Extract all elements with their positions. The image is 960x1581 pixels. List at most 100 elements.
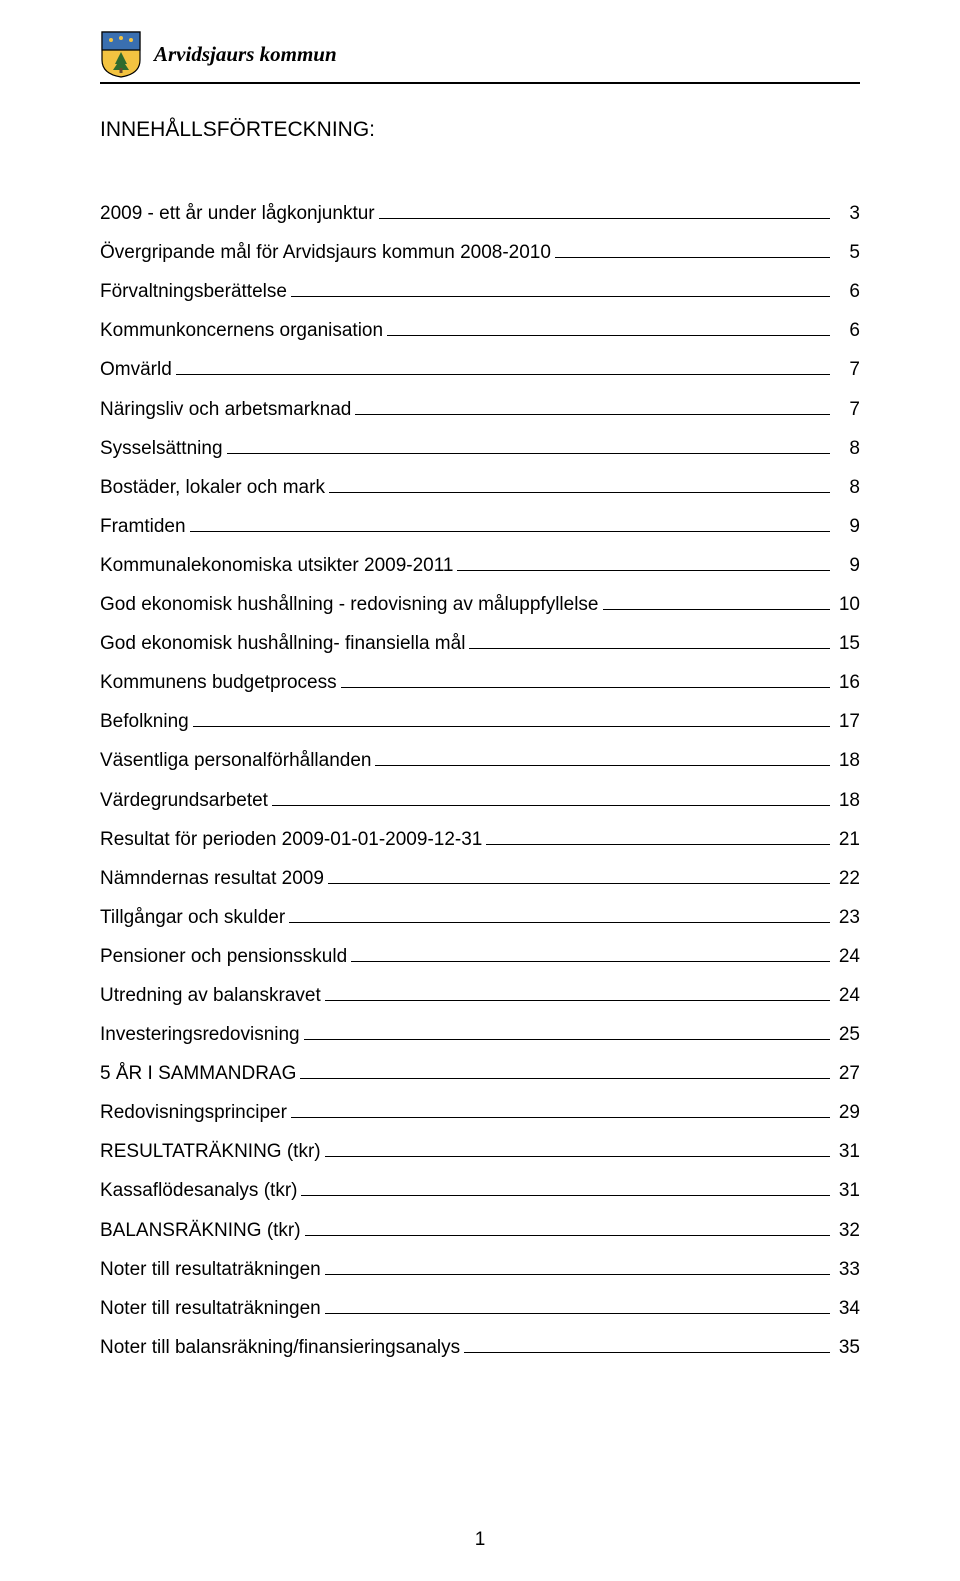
toc-leader bbox=[469, 632, 830, 649]
toc-entry-page: 6 bbox=[834, 282, 860, 301]
toc-row: Noter till resultaträkningen 34 bbox=[100, 1297, 860, 1318]
header: Arvidsjaurs kommun bbox=[100, 30, 860, 78]
toc-entry-label: God ekonomisk hushållning- finansiella m… bbox=[100, 634, 465, 653]
toc-entry-label: Noter till resultaträkningen bbox=[100, 1299, 321, 1318]
toc-leader bbox=[305, 1218, 830, 1235]
toc-row: Näringsliv och arbetsmarknad7 bbox=[100, 397, 860, 418]
toc-row: Övergripande mål för Arvidsjaurs kommun … bbox=[100, 241, 860, 262]
toc-row: Förvaltningsberättelse6 bbox=[100, 280, 860, 301]
toc-leader bbox=[291, 1101, 830, 1118]
toc-row: Tillgångar och skulder 23 bbox=[100, 906, 860, 927]
toc-leader bbox=[555, 241, 830, 258]
toc-entry-label: Omvärld bbox=[100, 360, 172, 379]
toc-entry-label: Befolkning bbox=[100, 712, 189, 731]
toc-row: Kommunkoncernens organisation6 bbox=[100, 319, 860, 340]
toc-entry-page: 7 bbox=[834, 400, 860, 419]
toc-row: Redovisningsprinciper 29 bbox=[100, 1101, 860, 1122]
toc-leader bbox=[325, 1140, 830, 1157]
toc-row: Bostäder, lokaler och mark8 bbox=[100, 476, 860, 497]
toc-row: Kommunalekonomiska utsikter 2009-2011 9 bbox=[100, 554, 860, 575]
toc-entry-page: 10 bbox=[834, 595, 860, 614]
page-number: 1 bbox=[0, 1529, 960, 1551]
toc-entry-page: 23 bbox=[834, 908, 860, 927]
toc-entry-page: 24 bbox=[834, 947, 860, 966]
toc-leader bbox=[351, 945, 830, 962]
toc-row: Väsentliga personalförhållanden 18 bbox=[100, 749, 860, 770]
toc-leader bbox=[464, 1336, 830, 1353]
toc-row: Kommunens budgetprocess 16 bbox=[100, 671, 860, 692]
toc-entry-page: 34 bbox=[834, 1299, 860, 1318]
toc-entry-label: Investeringsredovisning bbox=[100, 1025, 300, 1044]
toc-entry-page: 31 bbox=[834, 1142, 860, 1161]
toc-leader bbox=[291, 280, 830, 297]
toc-entry-label: Kassaflödesanalys (tkr) bbox=[100, 1181, 297, 1200]
toc-row: Noter till resultaträkningen 33 bbox=[100, 1258, 860, 1279]
toc-leader bbox=[300, 1062, 830, 1079]
toc-leader bbox=[325, 984, 830, 1001]
toc-row: Framtiden 9 bbox=[100, 515, 860, 536]
toc-entry-label: Redovisningsprinciper bbox=[100, 1103, 287, 1122]
toc-entry-page: 9 bbox=[834, 556, 860, 575]
toc-leader bbox=[355, 397, 830, 414]
toc-leader bbox=[379, 202, 830, 219]
toc-entry-label: Kommunalekonomiska utsikter 2009-2011 bbox=[100, 556, 453, 575]
toc-leader bbox=[193, 710, 830, 727]
municipality-name: Arvidsjaurs kommun bbox=[154, 42, 337, 67]
toc-entry-page: 16 bbox=[834, 673, 860, 692]
toc-row: Investeringsredovisning 25 bbox=[100, 1023, 860, 1044]
toc-entry-page: 31 bbox=[834, 1181, 860, 1200]
toc-heading: INNEHÅLLSFÖRTECKNING: bbox=[100, 118, 860, 142]
toc-row: Kassaflödesanalys (tkr) 31 bbox=[100, 1179, 860, 1200]
toc-entry-page: 29 bbox=[834, 1103, 860, 1122]
toc-leader bbox=[325, 1258, 830, 1275]
toc-leader bbox=[325, 1297, 830, 1314]
toc-entry-page: 25 bbox=[834, 1025, 860, 1044]
toc-entry-label: RESULTATRÄKNING (tkr) bbox=[100, 1142, 321, 1161]
toc-leader bbox=[190, 515, 830, 532]
toc-row: RESULTATRÄKNING (tkr) 31 bbox=[100, 1140, 860, 1161]
toc-entry-label: Väsentliga personalförhållanden bbox=[100, 751, 371, 770]
toc-entry-page: 32 bbox=[834, 1221, 860, 1240]
toc-entry-page: 33 bbox=[834, 1260, 860, 1279]
toc-entry-label: Kommunens budgetprocess bbox=[100, 673, 337, 692]
toc-entry-page: 35 bbox=[834, 1338, 860, 1357]
toc-entry-label: Bostäder, lokaler och mark bbox=[100, 478, 325, 497]
toc-entry-page: 5 bbox=[834, 243, 860, 262]
toc-entry-label: Sysselsättning bbox=[100, 439, 223, 458]
toc-entry-label: God ekonomisk hushållning - redovisning … bbox=[100, 595, 599, 614]
toc-row: Omvärld 7 bbox=[100, 358, 860, 379]
document-page: Arvidsjaurs kommun INNEHÅLLSFÖRTECKNING:… bbox=[0, 0, 960, 1415]
toc-entry-label: Nämndernas resultat 2009 bbox=[100, 869, 324, 888]
toc-row: God ekonomisk hushållning- finansiella m… bbox=[100, 632, 860, 653]
toc-leader bbox=[304, 1023, 830, 1040]
toc-row: 5 ÅR I SAMMANDRAG27 bbox=[100, 1062, 860, 1083]
toc-entry-page: 24 bbox=[834, 986, 860, 1005]
toc-entry-page: 22 bbox=[834, 869, 860, 888]
toc-entry-page: 15 bbox=[834, 634, 860, 653]
toc-row: Befolkning17 bbox=[100, 710, 860, 731]
toc-entry-page: 21 bbox=[834, 830, 860, 849]
toc-leader bbox=[375, 749, 830, 766]
toc-leader bbox=[329, 476, 830, 493]
toc-leader bbox=[341, 671, 830, 688]
toc-entry-label: Noter till resultaträkningen bbox=[100, 1260, 321, 1279]
toc-entry-label: BALANSRÄKNING (tkr) bbox=[100, 1221, 301, 1240]
toc-entry-page: 9 bbox=[834, 517, 860, 536]
toc-entry-page: 7 bbox=[834, 360, 860, 379]
header-divider bbox=[100, 82, 860, 84]
toc-entry-page: 18 bbox=[834, 791, 860, 810]
toc-row: BALANSRÄKNING (tkr) 32 bbox=[100, 1218, 860, 1239]
toc-row: 2009 - ett år under lågkonjunktur3 bbox=[100, 202, 860, 223]
toc-entry-label: Kommunkoncernens organisation bbox=[100, 321, 383, 340]
toc-leader bbox=[227, 437, 830, 454]
table-of-contents: 2009 - ett år under lågkonjunktur3 Övergr… bbox=[100, 202, 860, 1357]
toc-entry-label: 2009 - ett år under lågkonjunktur bbox=[100, 204, 375, 223]
municipality-crest-icon bbox=[100, 30, 142, 78]
toc-entry-label: Tillgångar och skulder bbox=[100, 908, 285, 927]
toc-leader bbox=[387, 319, 830, 336]
toc-entry-label: Framtiden bbox=[100, 517, 186, 536]
toc-entry-label: Utredning av balanskravet bbox=[100, 986, 321, 1005]
toc-leader bbox=[176, 358, 830, 375]
toc-entry-page: 18 bbox=[834, 751, 860, 770]
toc-row: Resultat för perioden 2009-01-01-2009-12… bbox=[100, 828, 860, 849]
